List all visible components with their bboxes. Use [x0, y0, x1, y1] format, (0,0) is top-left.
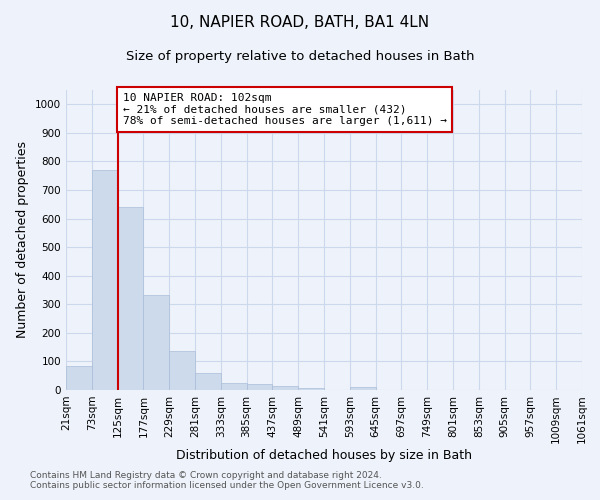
X-axis label: Distribution of detached houses by size in Bath: Distribution of detached houses by size …	[176, 449, 472, 462]
Bar	[92, 170, 118, 390]
Bar	[298, 388, 324, 390]
Bar	[66, 366, 92, 390]
Bar	[195, 373, 221, 390]
Text: Size of property relative to detached houses in Bath: Size of property relative to detached ho…	[126, 50, 474, 63]
Bar	[169, 352, 195, 390]
Bar	[350, 387, 376, 390]
Bar	[247, 384, 272, 390]
Bar	[272, 386, 298, 390]
Bar	[118, 207, 143, 390]
Text: 10 NAPIER ROAD: 102sqm
← 21% of detached houses are smaller (432)
78% of semi-de: 10 NAPIER ROAD: 102sqm ← 21% of detached…	[123, 93, 447, 126]
Text: 10, NAPIER ROAD, BATH, BA1 4LN: 10, NAPIER ROAD, BATH, BA1 4LN	[170, 15, 430, 30]
Bar	[143, 295, 169, 390]
Text: Contains HM Land Registry data © Crown copyright and database right 2024.
Contai: Contains HM Land Registry data © Crown c…	[30, 470, 424, 490]
Y-axis label: Number of detached properties: Number of detached properties	[16, 142, 29, 338]
Bar	[221, 383, 247, 390]
